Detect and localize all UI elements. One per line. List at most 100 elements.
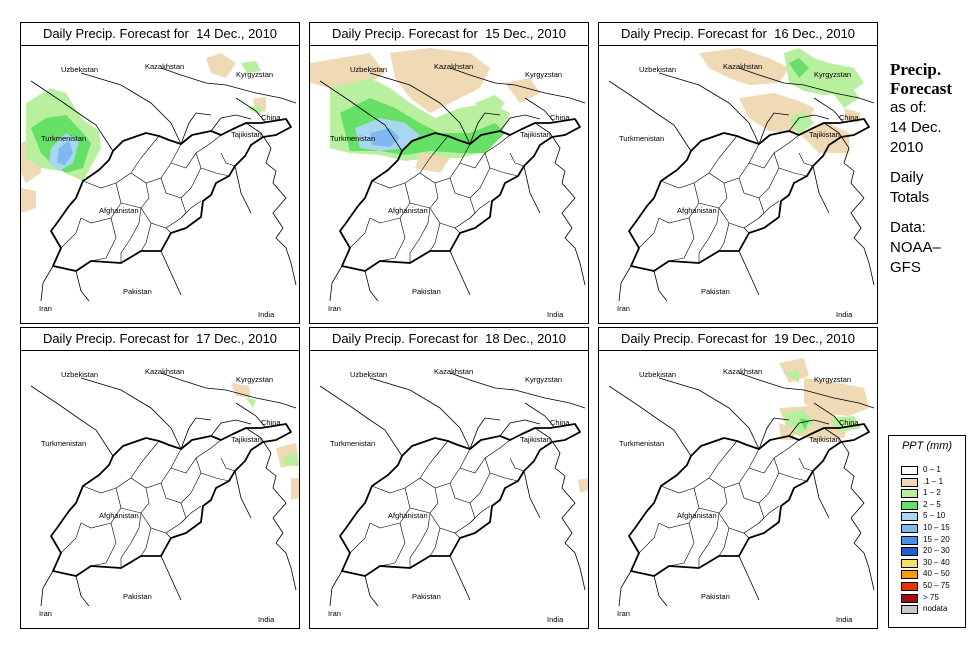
- country-label-uzbekistan: Uzbekistan: [350, 65, 387, 74]
- province-border: [369, 182, 411, 224]
- country-label-kyrgyzstan: Kyrgyzstan: [525, 375, 562, 384]
- province-border: [773, 457, 808, 482]
- country-label-uzbekistan: Uzbekistan: [61, 370, 98, 379]
- legend-label: 50 – 75: [923, 581, 950, 590]
- country-label-tajikistan: Tajikistan: [520, 130, 551, 139]
- province-border: [419, 448, 471, 489]
- asof-date-line2: 2010: [890, 139, 924, 156]
- legend-item: .1 – 1: [901, 477, 961, 488]
- province-border: [429, 222, 441, 252]
- legend-label: > 75: [923, 592, 939, 602]
- precip-area: [789, 58, 809, 78]
- country-border: [823, 427, 875, 591]
- country-border: [534, 122, 586, 286]
- country-label-china: China: [261, 418, 281, 427]
- country-label-afghanistan: Afghanistan: [99, 206, 139, 215]
- country-border: [738, 372, 875, 409]
- province-border: [738, 472, 780, 504]
- province-border: [708, 135, 738, 174]
- province-border: [718, 222, 730, 252]
- province-border: [469, 197, 476, 219]
- province-border: [349, 217, 371, 249]
- country-border: [329, 265, 343, 302]
- totals-line1: Daily: [890, 169, 924, 186]
- country-border: [449, 67, 586, 104]
- province-border: [660, 172, 710, 189]
- panel-title: Daily Precip. Forecast for 16 Dec., 2010: [599, 23, 877, 46]
- country-border: [245, 122, 297, 286]
- province-border: [195, 457, 230, 482]
- legend-label: 30 – 40: [923, 557, 950, 567]
- country-label-turkmenistan: Turkmenistan: [330, 439, 375, 448]
- precip-area: [578, 478, 588, 493]
- panel-title: Daily Precip. Forecast for 19 Dec., 2010: [599, 328, 877, 351]
- country-border: [823, 122, 875, 286]
- precip-area: [291, 478, 299, 500]
- province-border: [170, 439, 222, 474]
- legend-label: 0 – 1: [923, 465, 941, 474]
- country-border: [499, 114, 541, 132]
- country-label-turkmenistan: Turkmenistan: [330, 134, 375, 143]
- legend-item: 50 – 75: [901, 581, 961, 592]
- country-border: [369, 72, 471, 145]
- legend-swatch: [901, 570, 918, 580]
- country-border: [812, 470, 830, 519]
- legend-item: 5 – 10: [901, 511, 961, 522]
- legend-swatch: [901, 477, 918, 487]
- legend-item: 0 – 1: [901, 465, 961, 476]
- country-label-china: China: [839, 418, 859, 427]
- country-label-turkmenistan: Turkmenistan: [41, 134, 86, 143]
- province-border: [459, 439, 511, 474]
- province-border: [484, 152, 519, 177]
- country-label-uzbekistan: Uzbekistan: [350, 370, 387, 379]
- precip-area: [784, 370, 799, 383]
- country-border: [319, 80, 403, 152]
- country-border: [788, 114, 830, 132]
- legend-item: nodata: [901, 604, 961, 615]
- province-border: [758, 502, 765, 524]
- province-border: [379, 522, 406, 567]
- country-border: [160, 250, 182, 296]
- country-label-turkmenistan: Turkmenistan: [41, 439, 86, 448]
- country-border: [160, 372, 297, 409]
- legend-swatch: [901, 500, 918, 510]
- country-label-kazakhstan: Kazakhstan: [145, 367, 184, 376]
- province-border: [130, 440, 160, 479]
- precip-area: [799, 123, 849, 153]
- country-border: [40, 570, 54, 607]
- province-border: [708, 440, 738, 479]
- country-border: [329, 570, 343, 607]
- province-border: [708, 143, 760, 184]
- precip-area: [390, 48, 490, 113]
- country-border: [40, 265, 54, 302]
- country-border: [369, 377, 471, 450]
- country-label-pakistan: Pakistan: [123, 592, 152, 601]
- country-label-pakistan: Pakistan: [701, 592, 730, 601]
- country-border: [449, 555, 471, 601]
- province-border: [80, 487, 122, 529]
- province-border: [379, 217, 406, 262]
- province-border: [484, 457, 519, 482]
- precip-area: [283, 454, 299, 466]
- country-label-tajikistan: Tajikistan: [231, 130, 262, 139]
- province-border: [798, 457, 814, 472]
- country-label-turkmenistan: Turkmenistan: [619, 439, 664, 448]
- legend-label: 1 – 2: [923, 488, 941, 498]
- legend-label: 2 – 5: [923, 499, 941, 509]
- country-border: [364, 575, 379, 607]
- precip-area: [241, 61, 261, 73]
- province-border: [698, 207, 720, 263]
- province-border: [82, 172, 132, 189]
- precip-area: [57, 141, 73, 165]
- legend-item: 30 – 40: [901, 557, 961, 569]
- country-label-iran: Iran: [39, 609, 52, 618]
- country-label-afghanistan: Afghanistan: [388, 206, 428, 215]
- precip-area: [784, 48, 864, 95]
- country-border: [499, 419, 541, 437]
- country-border: [235, 97, 267, 124]
- precip-area: [415, 153, 450, 173]
- precip-map: Kazakhstan Kyrgyzstan Uzbekistan China Turkm…: [608, 358, 875, 624]
- legend-swatch: [901, 547, 918, 557]
- country-border: [30, 385, 114, 457]
- province-border: [429, 182, 439, 209]
